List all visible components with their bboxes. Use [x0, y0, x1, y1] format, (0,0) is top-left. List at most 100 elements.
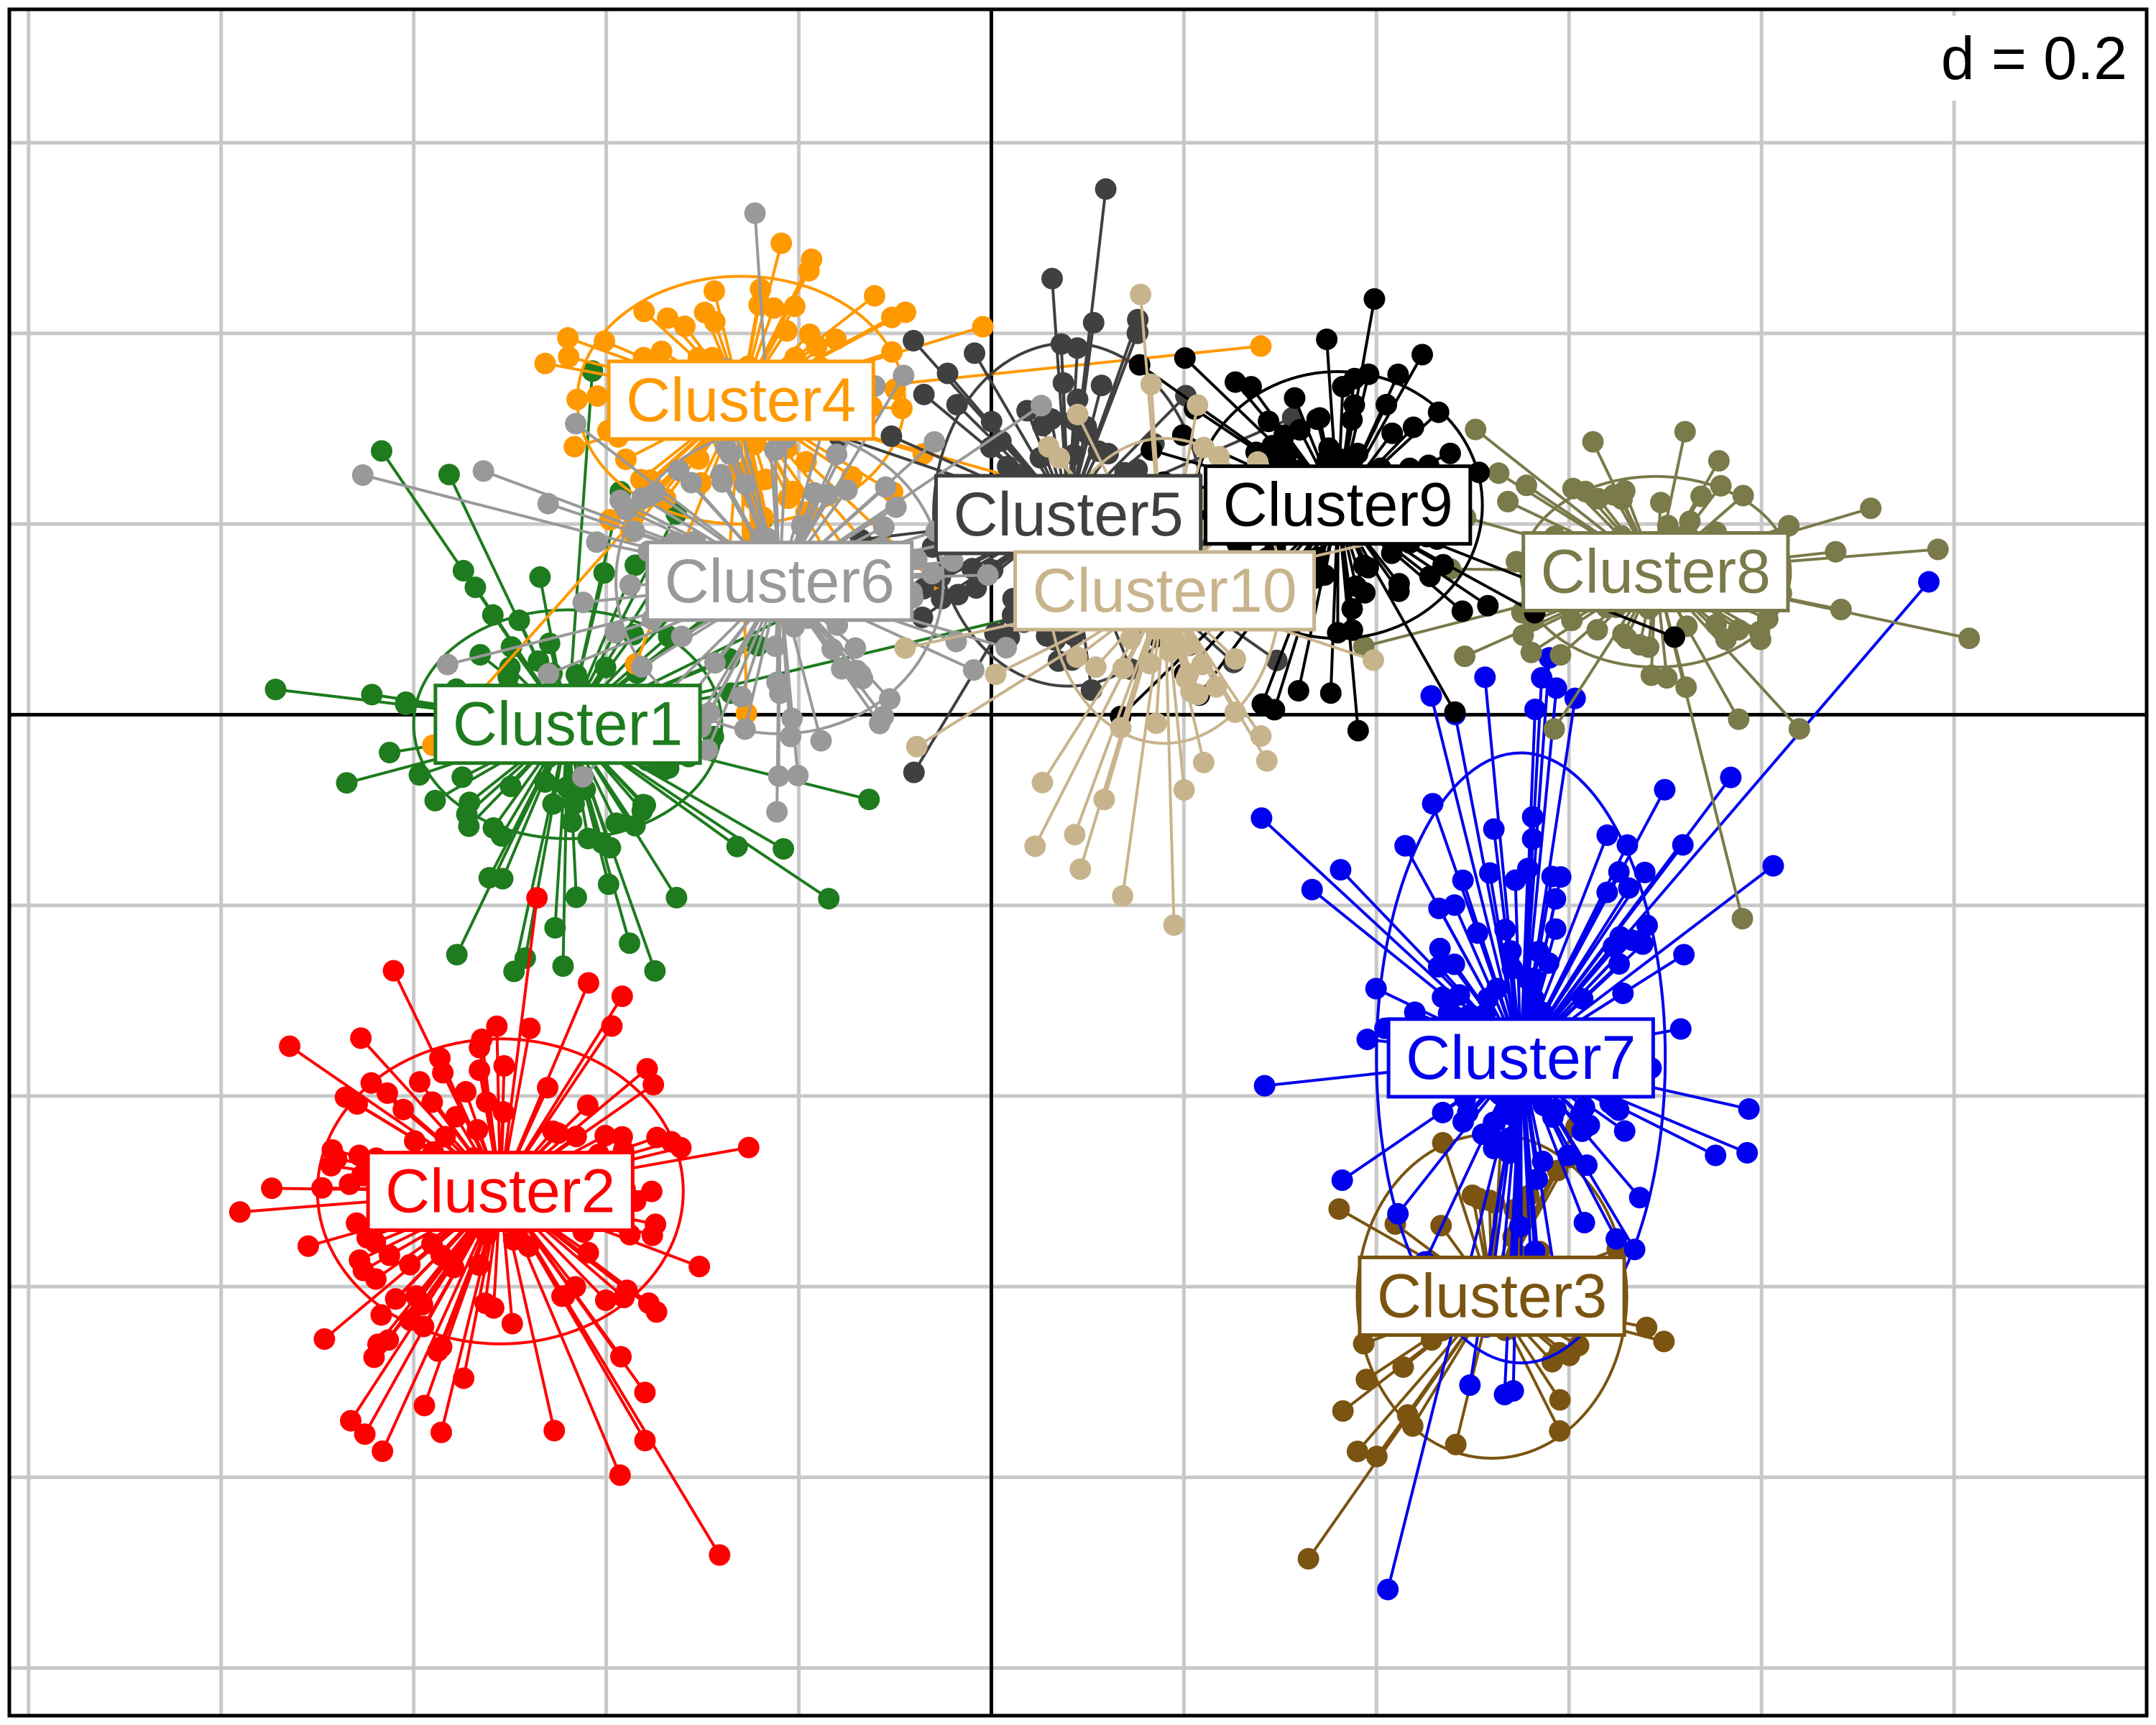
cluster2-point	[338, 1173, 361, 1195]
cluster6-point	[538, 663, 560, 685]
cluster9-point	[1251, 693, 1273, 715]
cluster1-point	[408, 764, 430, 786]
cluster2-ellipse	[315, 1037, 685, 1346]
cluster6-point	[619, 574, 641, 597]
cluster10-point	[1187, 394, 1209, 416]
cluster2-point	[378, 1244, 400, 1266]
cluster1-point	[665, 886, 688, 908]
cluster6-point	[844, 637, 867, 659]
cluster6-point	[872, 516, 895, 538]
cluster9-point	[1439, 442, 1461, 464]
cluster7-point	[1504, 869, 1526, 891]
cluster9-point	[1387, 363, 1409, 385]
cluster6-point	[734, 473, 756, 495]
cluster7-point	[1494, 919, 1516, 941]
cluster1-point	[624, 814, 646, 837]
cluster2-point	[640, 1180, 663, 1202]
cluster10-point	[1175, 668, 1197, 690]
cluster3-point	[1549, 1420, 1571, 1442]
cluster7-label-group: Cluster7	[1386, 1017, 1655, 1099]
cluster10-point	[1192, 751, 1215, 773]
cluster2-point	[405, 1285, 427, 1307]
cluster2-point	[466, 1118, 489, 1141]
cluster2-point	[413, 1394, 436, 1417]
cluster6-point	[787, 765, 809, 787]
cluster7-point	[1452, 1110, 1474, 1133]
cluster7-point	[1377, 1578, 1399, 1601]
cluster8-point	[1825, 540, 1847, 563]
cluster5-point	[903, 329, 925, 351]
cluster5-label-box	[934, 474, 1203, 556]
cluster2-point	[340, 1409, 362, 1432]
cluster9-point	[1388, 580, 1410, 602]
cluster5-point	[1095, 178, 1117, 201]
cluster4-point	[633, 300, 655, 323]
cluster8-point	[1512, 624, 1534, 646]
cluster7-point	[1330, 859, 1352, 881]
cluster6-point	[744, 202, 766, 224]
cluster6-point	[671, 625, 693, 648]
cluster9-point	[1381, 422, 1404, 444]
cluster6-point	[810, 730, 832, 752]
cluster8-point	[1788, 718, 1810, 740]
cluster7-point	[1448, 984, 1470, 1006]
cluster1-point	[499, 776, 522, 798]
cluster3-label: Cluster3	[1377, 1261, 1607, 1330]
cluster7-point	[1443, 894, 1465, 916]
cluster7-point	[1452, 869, 1474, 891]
cluster9-point	[1451, 600, 1473, 622]
cluster7-link	[1519, 709, 1537, 1058]
cluster1-point	[632, 794, 654, 816]
cluster8-point	[1465, 418, 1487, 441]
cluster5-point	[880, 425, 903, 447]
cluster7-label: Cluster7	[1406, 1024, 1636, 1092]
cluster4-point	[656, 307, 678, 329]
cluster6-point	[472, 460, 494, 482]
cluster6-point	[836, 479, 858, 501]
cluster1-point	[492, 868, 514, 890]
cluster10-point	[1024, 835, 1046, 857]
cluster7-point	[1253, 1075, 1276, 1097]
cluster6-point	[921, 563, 944, 585]
cluster7-point	[1432, 1101, 1454, 1123]
cluster6-point	[730, 686, 752, 708]
cluster2-point	[279, 1035, 301, 1057]
cluster7-point	[1613, 1120, 1636, 1142]
cluster7-point	[1301, 878, 1323, 901]
cluster10-label-group: Cluster10	[1013, 550, 1317, 632]
cluster7-point	[1527, 940, 1549, 962]
cluster2-point	[313, 1328, 336, 1350]
cluster1-point	[818, 888, 840, 910]
cluster7-point	[1573, 1212, 1595, 1234]
scale-label: d = 0.2	[1941, 24, 2127, 92]
cluster5-point	[913, 383, 935, 405]
cluster7-point	[1501, 957, 1524, 980]
cluster7-point	[1420, 685, 1442, 707]
cluster10-point	[1224, 648, 1246, 670]
cluster7-point	[1493, 1384, 1516, 1406]
cluster2-point	[326, 1148, 348, 1170]
cluster2-point	[688, 1256, 711, 1278]
cluster8-point	[1674, 420, 1696, 443]
cluster2-point	[636, 1057, 658, 1080]
cluster7-point	[1596, 824, 1618, 846]
scale-label-background	[1894, 16, 2131, 101]
cluster2-point	[364, 1268, 387, 1290]
cluster8-point	[1728, 708, 1750, 730]
cluster2-point	[576, 1094, 599, 1116]
cluster2-point	[709, 1544, 731, 1566]
cluster2-point	[501, 1312, 523, 1335]
cluster2-point	[372, 1440, 394, 1463]
cluster10-point	[1140, 373, 1162, 395]
cluster9-point	[1327, 622, 1349, 644]
cluster8-point	[1927, 538, 1949, 561]
cluster9-point	[1309, 407, 1331, 429]
cluster1-point	[594, 656, 617, 678]
cluster6-point	[537, 492, 559, 515]
cluster9-point	[1353, 554, 1375, 576]
cluster4-point	[594, 330, 616, 352]
cluster8-point	[1603, 484, 1625, 506]
cluster2-point	[641, 1224, 663, 1246]
cluster10-point	[985, 663, 1007, 686]
cluster7-point	[1427, 956, 1450, 978]
